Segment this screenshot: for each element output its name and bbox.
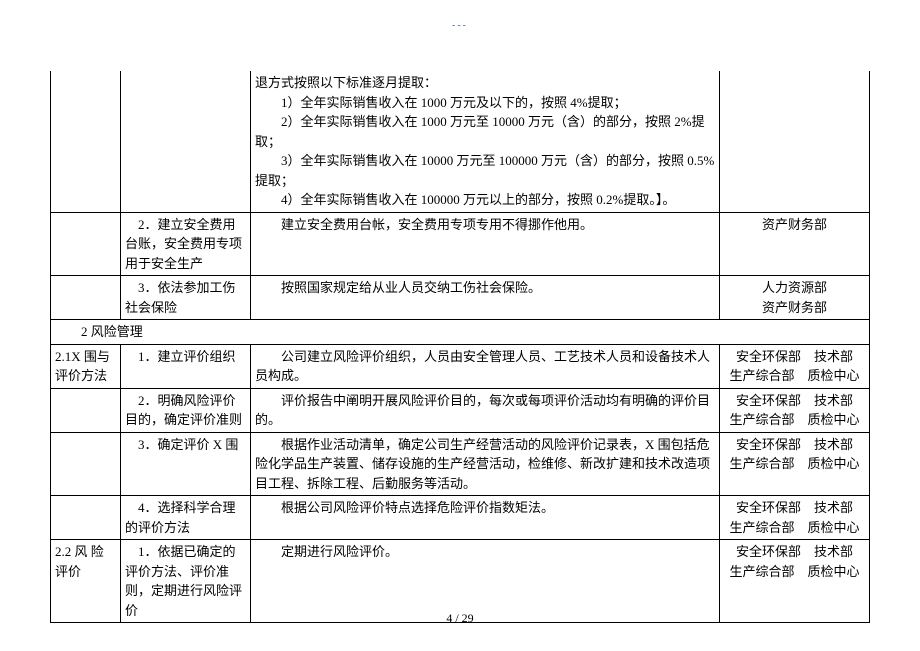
- cell-col3: 评价报告中阐明开展风险评价目的，每次或每项评价活动均有明确的评价目的。: [251, 388, 720, 432]
- cell-col3: 按照国家规定给从业人员交纳工伤社会保险。: [251, 276, 720, 320]
- cell-col2: 3．确定评价 X 围: [121, 432, 251, 496]
- cell-col1: [51, 276, 121, 320]
- table-row: 4．选择科学合理的评价方法 根据公司风险评价特点选择危险评价指数矩法。安全环保部…: [51, 496, 870, 540]
- table-row: 退方式按照以下标准逐月提取： 1）全年实际销售收入在 1000 万元及以下的，按…: [51, 71, 870, 212]
- section-header-cell: 2 风险管理: [51, 320, 870, 345]
- top-mark: ---: [50, 20, 870, 31]
- cell-col3: 根据作业活动清单，确定公司生产经营活动的风险评价记录表，X 围包括危险化学品生产…: [251, 432, 720, 496]
- cell-col4: 安全环保部 技术部生产综合部 质检中心: [720, 432, 870, 496]
- cell-col4: 人力资源部资产财务部: [720, 276, 870, 320]
- table-row: 2.1X 围与评价方法 1．建立评价组织 公司建立风险评价组织，人员由安全管理人…: [51, 344, 870, 388]
- cell-col2: 2．明确风险评价目的，确定评价准则: [121, 388, 251, 432]
- main-table: 退方式按照以下标准逐月提取： 1）全年实际销售收入在 1000 万元及以下的，按…: [50, 71, 870, 623]
- cell-col1: [51, 212, 121, 276]
- cell-col1: 2.1X 围与评价方法: [51, 344, 121, 388]
- cell-col1: [51, 71, 121, 212]
- table-row: 2．明确风险评价目的，确定评价准则 评价报告中阐明开展风险评价目的，每次或每项评…: [51, 388, 870, 432]
- cell-col4: 安全环保部 技术部生产综合部 质检中心: [720, 344, 870, 388]
- cell-col3: 退方式按照以下标准逐月提取： 1）全年实际销售收入在 1000 万元及以下的，按…: [251, 71, 720, 212]
- cell-col3: 根据公司风险评价特点选择危险评价指数矩法。: [251, 496, 720, 540]
- cell-col4: 安全环保部 技术部生产综合部 质检中心: [720, 388, 870, 432]
- table-row: 3．确定评价 X 围 根据作业活动清单，确定公司生产经营活动的风险评价记录表，X…: [51, 432, 870, 496]
- cell-col1: [51, 432, 121, 496]
- table-row: 3．依法参加工伤社会保险 按照国家规定给从业人员交纳工伤社会保险。人力资源部资产…: [51, 276, 870, 320]
- cell-col3: 公司建立风险评价组织，人员由安全管理人员、工艺技术人员和设备技术人员构成。: [251, 344, 720, 388]
- table-row: 2．建立安全费用台账，安全费用专项用于安全生产 建立安全费用台帐，安全费用专项专…: [51, 212, 870, 276]
- cell-col2: 2．建立安全费用台账，安全费用专项用于安全生产: [121, 212, 251, 276]
- cell-col2: 1．建立评价组织: [121, 344, 251, 388]
- cell-col2: 4．选择科学合理的评价方法: [121, 496, 251, 540]
- cell-col3: 建立安全费用台帐，安全费用专项专用不得挪作他用。: [251, 212, 720, 276]
- cell-col2: [121, 71, 251, 212]
- section-header-row: 2 风险管理: [51, 320, 870, 345]
- cell-col4: [720, 71, 870, 212]
- cell-col1: [51, 388, 121, 432]
- cell-col4: 资产财务部: [720, 212, 870, 276]
- cell-col1: [51, 496, 121, 540]
- cell-col2: 3．依法参加工伤社会保险: [121, 276, 251, 320]
- page-footer: 4 / 29: [0, 611, 920, 626]
- cell-col4: 安全环保部 技术部生产综合部 质检中心: [720, 496, 870, 540]
